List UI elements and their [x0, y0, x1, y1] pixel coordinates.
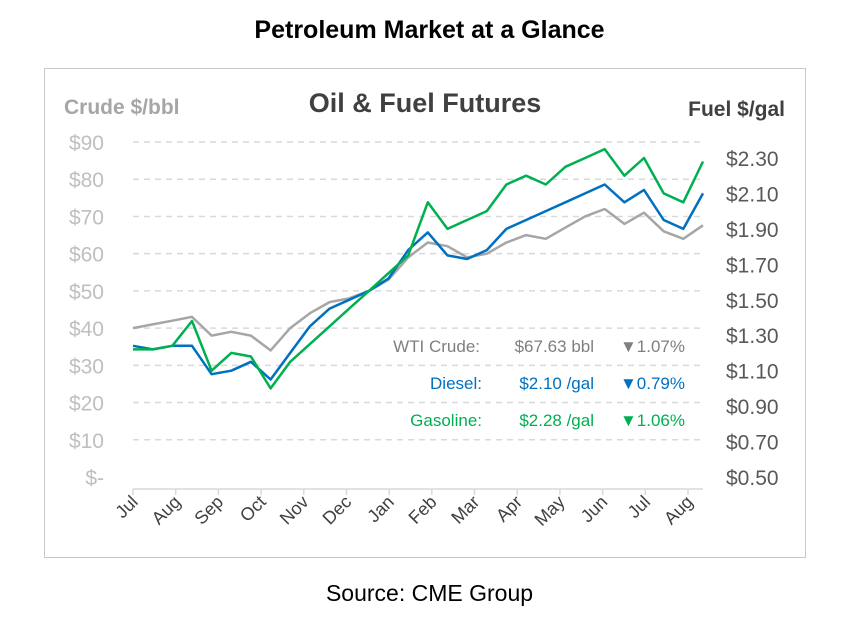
x-tick-label: Feb [405, 492, 441, 528]
right-tick-label: $1.30 [726, 325, 779, 348]
x-tick-label: May [531, 492, 569, 530]
right-tick-label: $1.70 [726, 254, 779, 277]
left-tick-label: $50 [69, 281, 104, 304]
annotation-wti-label: WTI Crude: [393, 337, 480, 356]
series-line-wti-crude [132, 207, 704, 352]
right-axis-label: Fuel $/gal [688, 98, 785, 121]
left-tick-label: $90 [69, 132, 104, 155]
x-tick-label: Mar [447, 492, 483, 528]
annotation-diesel-label: Diesel: [430, 374, 482, 393]
left-tick-label: $60 [69, 244, 104, 267]
left-tick-label: $20 [69, 393, 104, 416]
annotation-gasoline-label: Gasoline: [410, 411, 482, 430]
right-tick-label: $0.50 [726, 467, 779, 490]
annotation-diesel-change: ▼0.79% [620, 374, 685, 393]
series-line-gasoline [133, 147, 705, 390]
right-tick-label: $2.10 [726, 183, 779, 206]
right-tick-label: $0.90 [726, 396, 779, 419]
annotation-wti-price: $67.63 bbl [515, 337, 594, 356]
left-tick-label: $40 [69, 318, 104, 341]
right-tick-label: $2.30 [726, 148, 779, 171]
right-tick-label: $0.70 [726, 432, 779, 455]
x-tick-label: Jul [624, 492, 654, 522]
left-tick-label: $70 [69, 206, 104, 229]
annotation-gasoline-price: $2.28 /gal [519, 411, 594, 430]
x-tick-label: Nov [276, 492, 313, 529]
annotation-gasoline-change: ▼1.06% [620, 411, 685, 430]
right-tick-label: $1.90 [726, 219, 779, 242]
left-tick-label: $10 [69, 430, 104, 453]
annotation-diesel-price: $2.10 /gal [519, 374, 594, 393]
x-tick-label: Dec [319, 492, 356, 529]
x-tick-label: Oct [236, 492, 270, 526]
x-tick-label: Jul [111, 492, 141, 522]
x-tick-label: Jan [363, 492, 398, 527]
series-line-diesel [132, 183, 705, 381]
x-tick-label: Aug [148, 492, 185, 529]
left-tick-label: $80 [69, 169, 104, 192]
x-tick-label: Jun [577, 492, 612, 527]
x-tick-label: Apr [492, 492, 526, 526]
left-tick-label: $- [85, 467, 104, 490]
chart-title: Oil & Fuel Futures [309, 88, 542, 118]
source-note: Source: CME Group [325, 580, 534, 606]
page-title: Petroleum Market at a Glance [254, 16, 605, 44]
chart-frame [44, 68, 806, 558]
right-tick-label: $1.10 [726, 361, 779, 384]
left-axis-label: Crude $/bbl [64, 96, 180, 119]
right-tick-label: $1.50 [726, 290, 779, 313]
left-tick-label: $30 [69, 355, 104, 378]
annotation-wti-change: ▼1.07% [620, 337, 685, 356]
x-tick-label: Sep [190, 492, 227, 529]
x-tick-label: Aug [660, 492, 697, 529]
